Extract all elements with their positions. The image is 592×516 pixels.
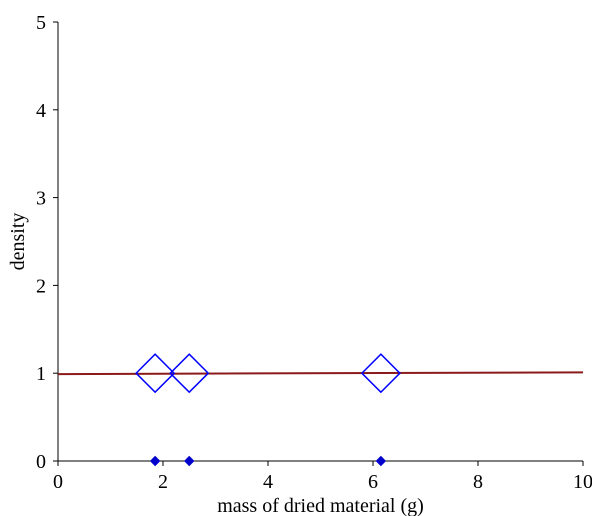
x-axis-title: mass of dried material (g) [217,495,424,516]
y-tick-label: 0 [36,451,46,473]
x-tick-label: 8 [473,471,483,493]
data-point-open-diamond [360,353,401,394]
trendline [57,371,584,376]
y-tick-label: 2 [36,275,46,297]
y-tick-label: 5 [36,12,46,34]
data-point-filled-diamond [184,455,195,467]
data-point-open-diamond [135,353,176,394]
y-tick-label: 4 [36,100,46,122]
x-tick-label: 2 [158,471,168,493]
x-tick-label: 4 [263,471,273,493]
x-tick-label: 10 [573,471,592,493]
x-tick-label: 6 [368,471,378,493]
y-tick-label: 3 [36,188,46,210]
x-tick-label: 0 [53,471,63,493]
data-point-filled-diamond [149,455,161,467]
y-tick-label: 1 [36,363,46,385]
plot-area: 0 1 2 3 4 5 0 2 4 6 8 10 [36,12,592,493]
data-point-open-diamond [169,353,210,394]
data-point-filled-diamond [375,455,387,467]
y-axis-title: density [7,213,29,271]
